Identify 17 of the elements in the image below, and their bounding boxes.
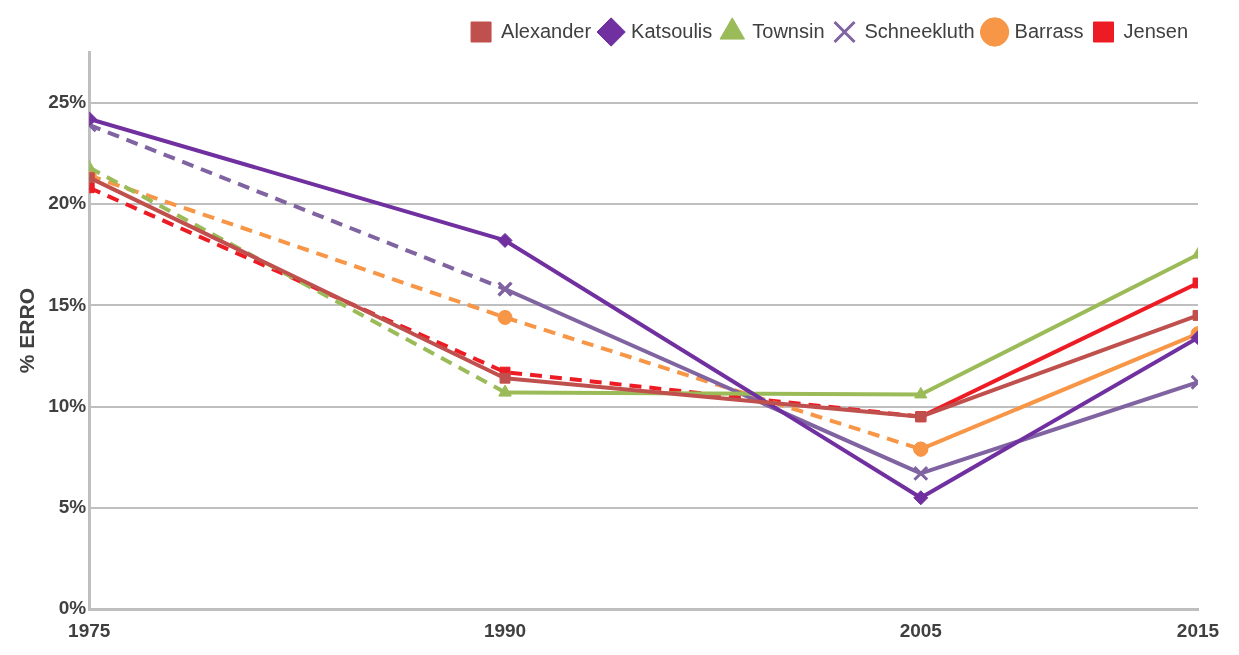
x-tick-label: 2005 [899, 619, 943, 641]
legend-label: Townsin [752, 19, 825, 42]
y-tick-label: 15% [48, 293, 87, 315]
y-tick-label: 10% [48, 394, 87, 416]
y-tick-label: 20% [48, 192, 87, 214]
y-axis-title: % ERRO [15, 288, 39, 374]
y-tick-label: 25% [48, 90, 87, 112]
x-tick-label: 1975 [68, 619, 111, 641]
legend-label: Barrass [1014, 19, 1084, 42]
legend-label: Katsoulis [631, 19, 713, 42]
x-tick-label: 1990 [483, 619, 527, 641]
x-tick-label: 2015 [1176, 619, 1220, 641]
legend-label: Jensen [1123, 19, 1189, 42]
legend-label: Alexander [501, 19, 592, 42]
y-tick-label: 5% [58, 496, 87, 518]
legend-label: Schneekluth [864, 19, 975, 42]
y-tick-label: 0% [58, 597, 87, 619]
